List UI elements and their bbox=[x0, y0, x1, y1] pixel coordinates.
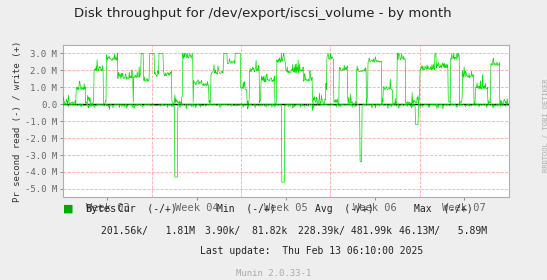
Text: RRDTOOL / TOBI OETIKER: RRDTOOL / TOBI OETIKER bbox=[543, 78, 547, 172]
Text: Cur  (-/+): Cur (-/+) bbox=[118, 204, 177, 214]
Text: Max  (-/+): Max (-/+) bbox=[414, 204, 473, 214]
Text: ■: ■ bbox=[63, 204, 73, 214]
Text: Last update:  Thu Feb 13 06:10:00 2025: Last update: Thu Feb 13 06:10:00 2025 bbox=[200, 246, 423, 256]
Text: Disk throughput for /dev/export/iscsi_volume - by month: Disk throughput for /dev/export/iscsi_vo… bbox=[74, 7, 451, 20]
Text: Min  (-/+): Min (-/+) bbox=[217, 204, 276, 214]
Text: Avg  (-/+): Avg (-/+) bbox=[315, 204, 374, 214]
Text: 201.56k/   1.81M: 201.56k/ 1.81M bbox=[101, 226, 195, 236]
Text: 228.39k/ 481.99k: 228.39k/ 481.99k bbox=[298, 226, 392, 236]
Text: 46.13M/   5.89M: 46.13M/ 5.89M bbox=[399, 226, 487, 236]
Text: 3.90k/  81.82k: 3.90k/ 81.82k bbox=[205, 226, 287, 236]
Y-axis label: Pr second read (-) / write (+): Pr second read (-) / write (+) bbox=[13, 41, 22, 202]
Text: Bytes: Bytes bbox=[85, 204, 116, 214]
Text: Munin 2.0.33-1: Munin 2.0.33-1 bbox=[236, 269, 311, 277]
